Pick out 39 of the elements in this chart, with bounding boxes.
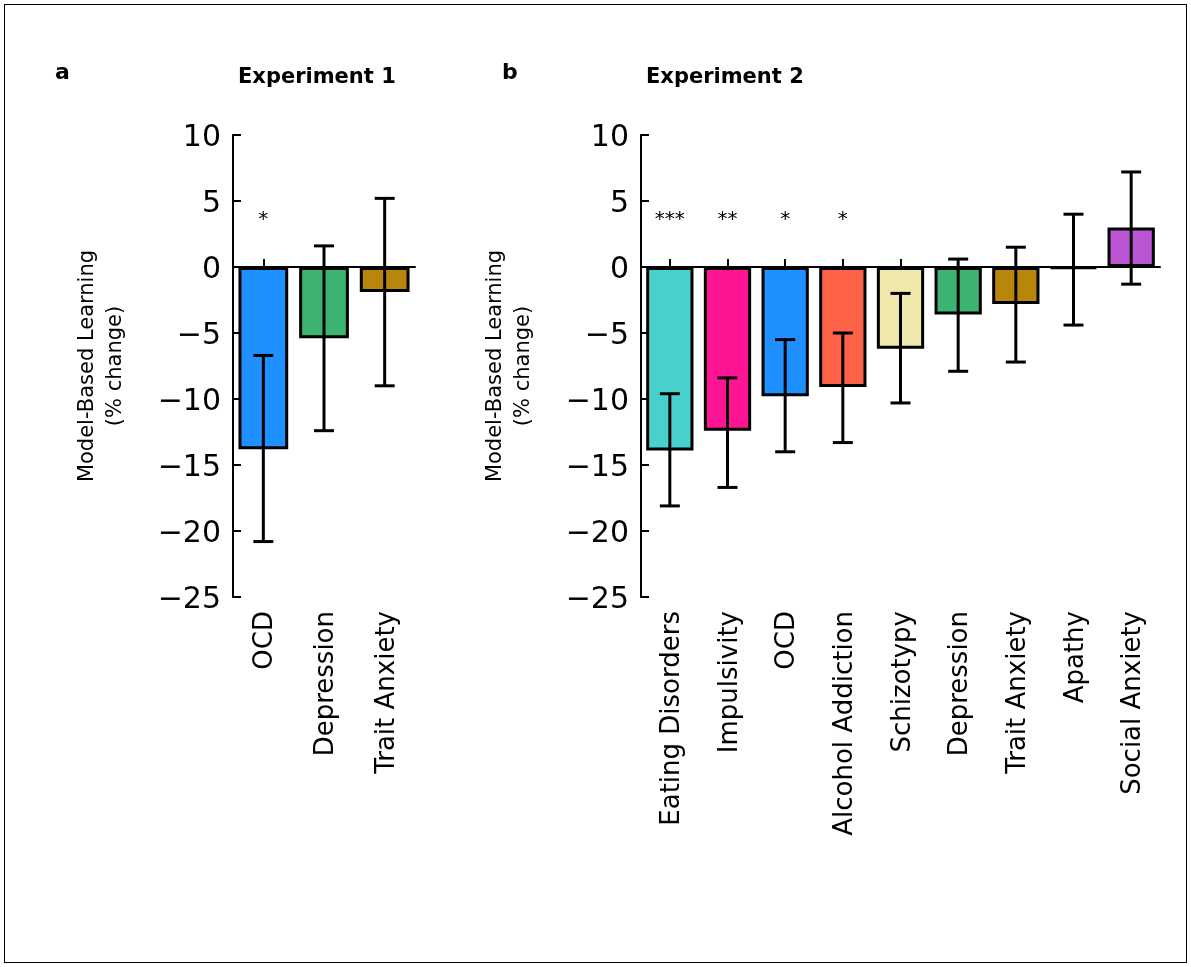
chart-title: Experiment 1 xyxy=(238,63,396,88)
x-tick-label: OCD xyxy=(770,611,801,670)
y-tick-label: 0 xyxy=(609,249,629,285)
y-tick-label: −15 xyxy=(157,447,221,483)
y-axis-title: Model-Based Learning (% change) xyxy=(74,249,126,483)
y-tick-label: 5 xyxy=(201,183,221,219)
text: b xyxy=(502,58,518,84)
y-tick-label: −25 xyxy=(157,579,221,615)
x-tick-label: Trait Anxiety xyxy=(1000,611,1031,775)
annotation: * xyxy=(837,206,848,231)
y-tick-label: −10 xyxy=(565,381,629,417)
x-tick-label: Depression xyxy=(943,611,974,757)
y-tick-label: 10 xyxy=(590,117,629,153)
annotation: *** xyxy=(654,206,685,231)
y-axis-title: Model-Based Learning (% change) xyxy=(482,249,534,483)
y-tick-label: 0 xyxy=(201,249,221,285)
y-tick-label: −25 xyxy=(565,579,629,615)
x-tick-label: Apathy xyxy=(1058,611,1089,704)
x-tick-label: OCD xyxy=(248,611,279,670)
annotation: * xyxy=(780,206,791,231)
y-tick-label: 10 xyxy=(182,117,221,153)
y-tick-label: −20 xyxy=(157,513,221,549)
y-tick-label: −15 xyxy=(565,447,629,483)
x-tick-label: Eating Disorders xyxy=(654,611,685,826)
x-tick-label: Trait Anxiety xyxy=(369,611,400,775)
x-tick-label: Schizotypy xyxy=(885,611,916,753)
annotation: ** xyxy=(717,206,738,231)
text: a xyxy=(55,58,70,84)
x-tick-label: Social Anxiety xyxy=(1116,611,1147,795)
x-tick-label: Alcohol Addiction xyxy=(827,611,858,836)
y-tick-label: −5 xyxy=(584,315,629,351)
annotation: * xyxy=(258,206,269,231)
x-tick-label: Depression xyxy=(309,611,339,757)
y-tick-label: −5 xyxy=(176,315,221,351)
chart-title: Experiment 2 xyxy=(646,63,804,88)
y-tick-label: −20 xyxy=(565,513,629,549)
y-tick-label: 5 xyxy=(609,183,629,219)
y-tick-label: −10 xyxy=(157,381,221,417)
x-tick-label: Impulsivity xyxy=(712,611,743,754)
